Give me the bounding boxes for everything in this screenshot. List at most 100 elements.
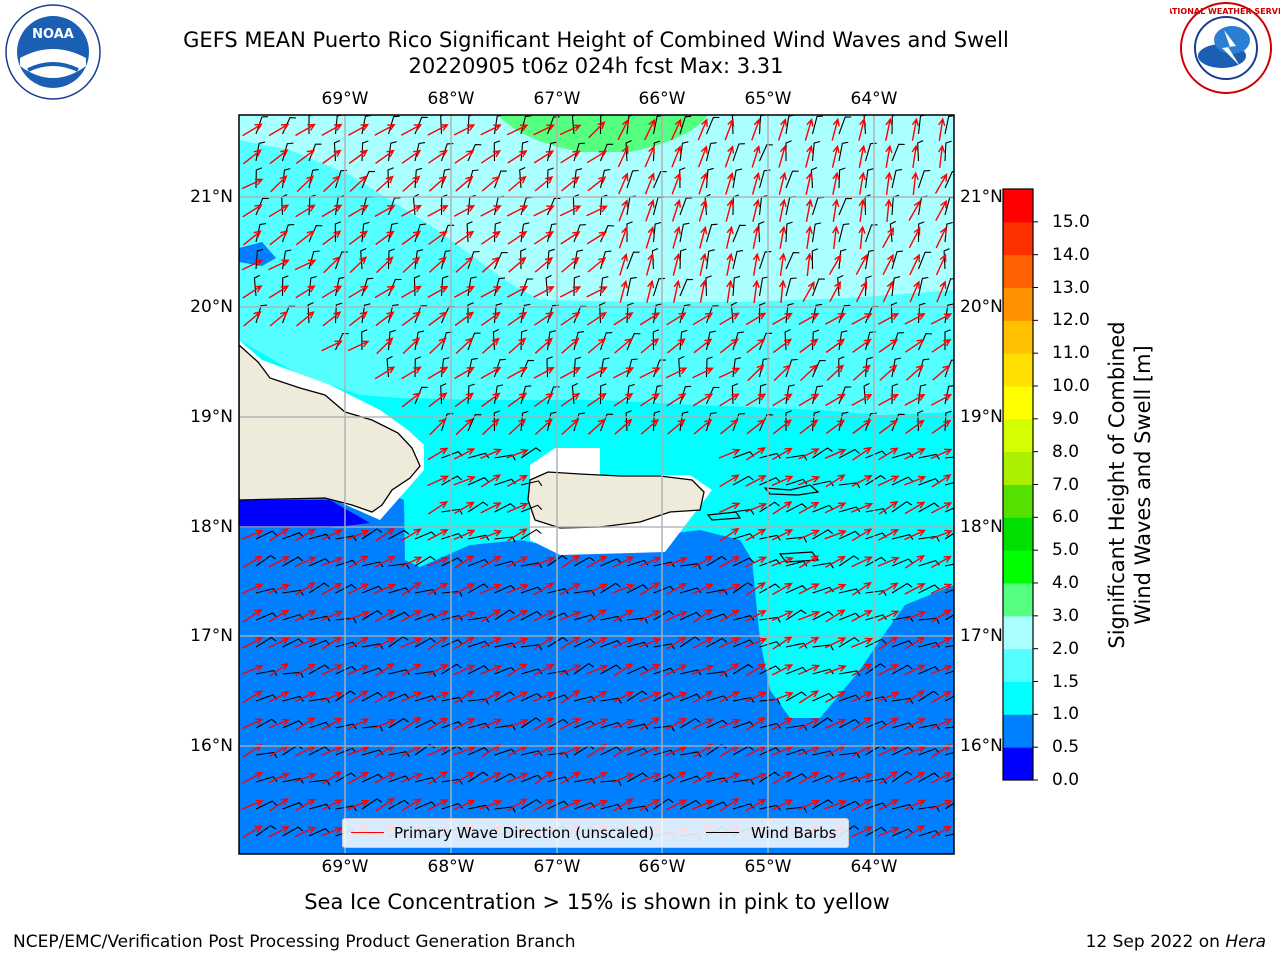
- wave-direction-arrow: [777, 117, 787, 141]
- wave-direction-arrow: [639, 367, 661, 379]
- graticule: [239, 115, 954, 854]
- wind-barb: [812, 717, 833, 729]
- wave-direction-arrow: [779, 198, 787, 222]
- wave-direction-arrow: [673, 279, 681, 303]
- wind-barb: [732, 451, 755, 459]
- wave-direction-arrow: [321, 717, 343, 731]
- wind-barb: [573, 720, 596, 729]
- wind-barb: [758, 251, 772, 270]
- wind-barb: [889, 220, 897, 243]
- wave-direction-arrow: [930, 394, 953, 406]
- colorbar-segment: [1003, 484, 1033, 518]
- wave-direction-arrow: [904, 664, 926, 676]
- wave-direction-arrow: [798, 690, 820, 704]
- wind-barb: [414, 249, 424, 270]
- wind-barb: [653, 643, 675, 650]
- wave-direction-arrow: [376, 337, 394, 355]
- wave-direction-arrow: [295, 230, 315, 246]
- wave-direction-arrow: [374, 366, 396, 380]
- wave-direction-arrow: [693, 608, 713, 623]
- wind-barb: [944, 645, 954, 648]
- wave-direction-arrow: [322, 230, 342, 246]
- wave-direction-arrow: [824, 664, 847, 675]
- colorbar-segment: [1003, 287, 1033, 321]
- wind-barb: [653, 610, 675, 621]
- wind-barb: [467, 583, 489, 594]
- wave-direction-arrow: [904, 313, 926, 325]
- wind-barb: [891, 143, 905, 162]
- wind-barb: [679, 385, 692, 405]
- wind-barb: [467, 477, 490, 486]
- wave-direction-arrow: [295, 123, 316, 137]
- wind-barb: [785, 642, 808, 649]
- wind-barb: [865, 508, 887, 515]
- wind-barb: [652, 140, 661, 162]
- wind-barb: [838, 248, 847, 270]
- wave-direction-arrow: [725, 225, 734, 249]
- wave-direction-arrow: [481, 337, 500, 354]
- wind-barb: [838, 800, 860, 810]
- wave-direction-arrow: [534, 418, 553, 435]
- wave-direction-arrow: [665, 664, 688, 676]
- wave-direction-arrow: [718, 367, 741, 379]
- wave-direction-arrow: [428, 256, 447, 273]
- wave-direction-arrow: [402, 256, 421, 274]
- wind-barb: [625, 140, 632, 162]
- wave-direction-arrow: [751, 144, 761, 168]
- wind-barb: [414, 776, 437, 783]
- wave-direction-arrow: [401, 204, 423, 217]
- wave-direction-arrow: [268, 718, 291, 729]
- wind-barb: [388, 669, 410, 676]
- wave-direction-arrow: [698, 198, 708, 222]
- lon-tick-bottom: 69°W: [321, 857, 369, 877]
- wind-barb: [838, 448, 860, 459]
- wind-barb: [732, 639, 755, 648]
- wave-direction-arrow: [882, 253, 894, 276]
- wind-barb: [600, 664, 622, 675]
- wave-direction-arrow: [480, 772, 502, 784]
- wind-barb: [891, 746, 913, 756]
- wave-direction-arrow: [561, 337, 580, 354]
- wind-barb: [944, 221, 953, 243]
- wind-barb: [626, 805, 649, 812]
- wave-direction-arrow: [665, 691, 688, 702]
- wind-barb: [652, 277, 665, 297]
- wave-direction-arrow: [402, 337, 421, 355]
- wind-barb: [520, 692, 542, 702]
- wave-direction-arrow: [348, 555, 369, 569]
- wind-barb: [732, 696, 755, 703]
- wave-direction-arrow: [241, 799, 264, 810]
- wave-direction-arrow: [559, 664, 582, 676]
- wave-direction-arrow: [295, 149, 316, 165]
- wave-direction-arrow: [618, 199, 629, 222]
- wind-barb: [679, 718, 701, 729]
- wind-barb: [943, 248, 950, 270]
- wave-direction-arrow: [454, 311, 475, 327]
- wave-direction-arrow: [851, 313, 873, 325]
- wind-barb: [759, 477, 781, 486]
- wind-barb: [335, 535, 357, 542]
- wind-barb: [599, 115, 605, 135]
- wave-direction-arrow: [296, 175, 315, 193]
- contour-band-0p0-0p5: [239, 500, 370, 528]
- wind-barb: [520, 248, 527, 270]
- wind-barb: [785, 384, 795, 405]
- wind-barb: [467, 558, 490, 567]
- wave-direction-arrow: [295, 717, 316, 731]
- wave-direction-arrow: [533, 124, 555, 136]
- wave-direction-arrow: [241, 772, 264, 784]
- wave-direction-arrow: [533, 664, 555, 676]
- wind-barb: [441, 475, 463, 486]
- wave-direction-arrow: [745, 475, 767, 487]
- wave-direction-arrow: [882, 226, 895, 248]
- wave-direction-arrow: [772, 582, 793, 596]
- wind-barb: [441, 614, 463, 621]
- wave-direction-arrow: [719, 797, 740, 812]
- wind-barb: [547, 588, 569, 595]
- wave-direction-arrow: [618, 226, 629, 249]
- wind-barb: [653, 749, 675, 756]
- wave-direction-arrow: [745, 663, 767, 677]
- wave-direction-arrow: [909, 280, 920, 303]
- wind-barb: [732, 143, 745, 162]
- wave-direction-arrow: [400, 124, 423, 136]
